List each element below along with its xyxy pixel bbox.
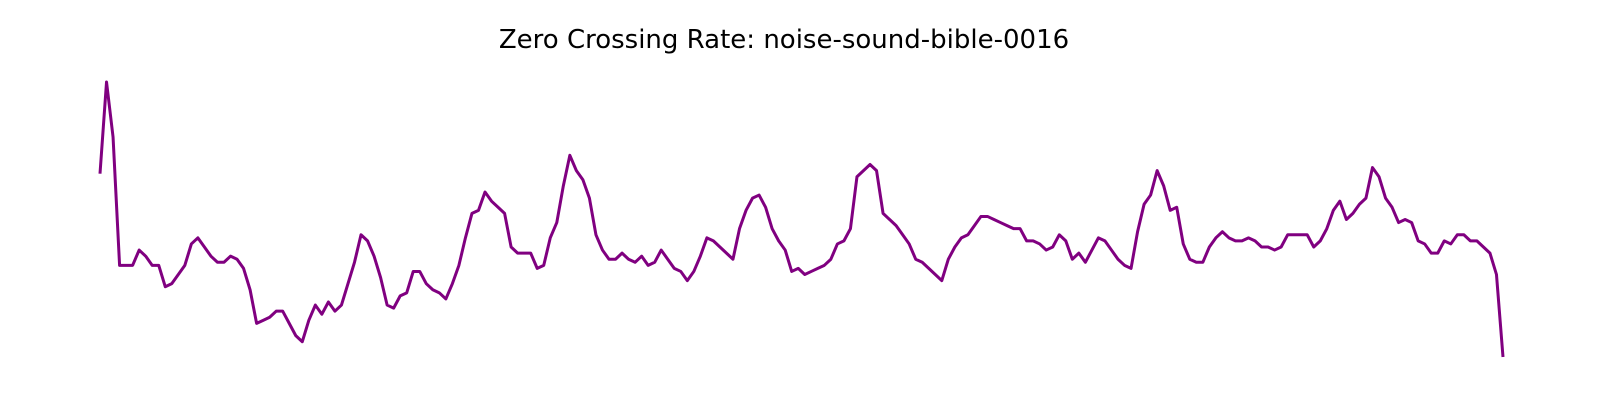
zcr-series-line-0 bbox=[98, 80, 1505, 358]
plot-area bbox=[98, 80, 1505, 358]
chart-title: Zero Crossing Rate: noise-sound-bible-00… bbox=[498, 25, 1070, 55]
